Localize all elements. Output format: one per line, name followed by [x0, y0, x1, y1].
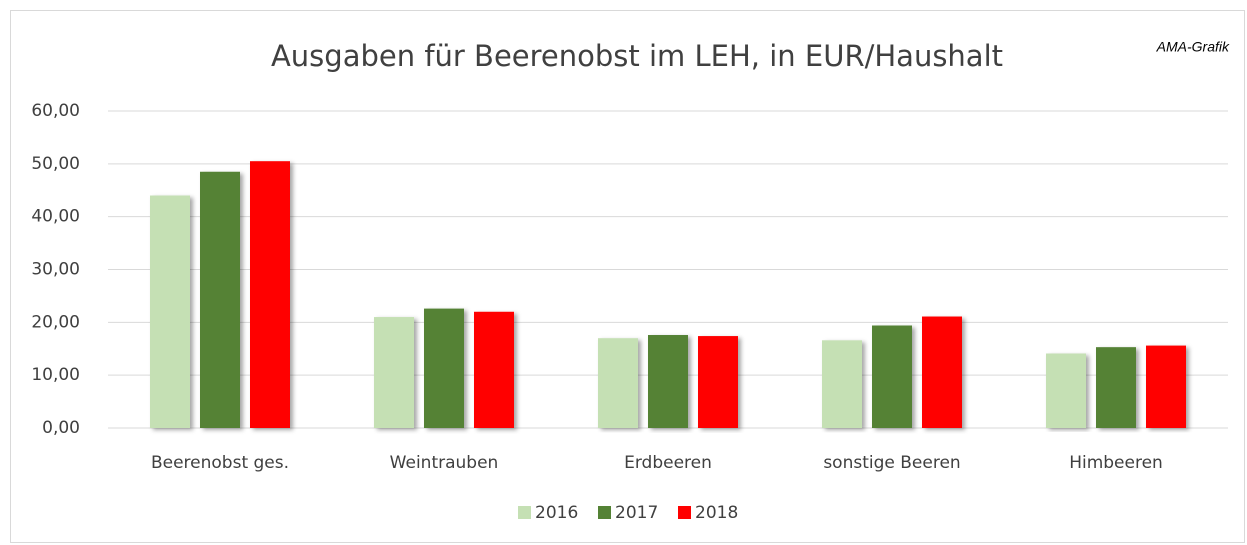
x-tick-label: Erdbeeren	[624, 453, 712, 473]
bar	[698, 336, 738, 428]
bar	[424, 308, 464, 428]
bar	[474, 311, 514, 428]
bar	[922, 316, 962, 428]
y-tick-label: 40,00	[31, 207, 80, 227]
bar	[1146, 345, 1186, 428]
y-tick-label: 60,00	[31, 101, 80, 121]
x-tick-label: Beerenobst ges.	[151, 453, 289, 473]
y-tick-label: 30,00	[31, 260, 80, 280]
x-tick-label: Weintrauben	[390, 453, 499, 473]
bar	[374, 317, 414, 428]
bar	[200, 171, 240, 428]
y-tick-label: 50,00	[31, 154, 80, 174]
bar	[872, 325, 912, 428]
chart-title: Ausgaben für Beerenobst im LEH, in EUR/H…	[271, 39, 1003, 73]
bar	[598, 338, 638, 428]
legend-swatch	[598, 506, 611, 519]
bar	[150, 195, 190, 428]
y-tick-label: 20,00	[31, 312, 80, 332]
annotation: AMA-Grafik	[1156, 39, 1230, 55]
legend-label: 2018	[695, 503, 738, 523]
x-tick-label: Himbeeren	[1069, 453, 1163, 473]
legend-label: 2017	[615, 503, 658, 523]
y-tick-label: 10,00	[31, 365, 80, 385]
x-tick-label: sonstige Beeren	[823, 453, 960, 473]
legend-swatch	[518, 506, 531, 519]
bar	[1096, 347, 1136, 428]
bar	[648, 335, 688, 428]
legend-label: 2016	[535, 503, 578, 523]
y-tick-label: 0,00	[42, 418, 80, 438]
bar	[1046, 353, 1086, 428]
legend-swatch	[678, 506, 691, 519]
bar	[250, 161, 290, 429]
bar	[822, 340, 862, 428]
